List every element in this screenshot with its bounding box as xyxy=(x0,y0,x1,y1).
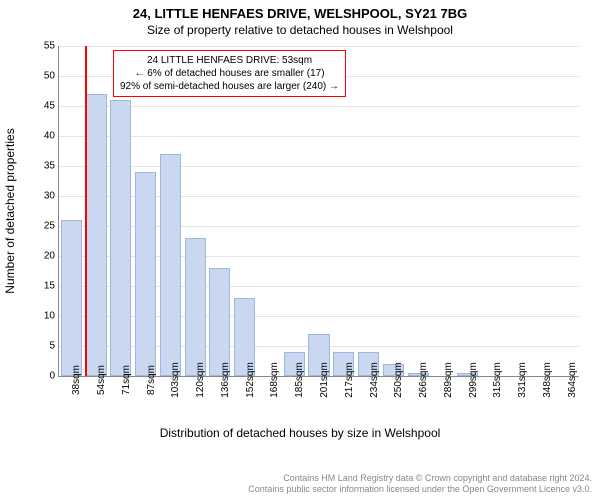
x-tick: 364sqm xyxy=(567,362,578,398)
x-axis-label: Distribution of detached houses by size … xyxy=(0,426,600,440)
bar xyxy=(160,154,181,376)
x-tick: 54sqm xyxy=(96,365,107,395)
gridline xyxy=(59,106,579,107)
y-tick: 55 xyxy=(31,41,59,52)
y-tick: 45 xyxy=(31,101,59,112)
x-tick: 331sqm xyxy=(517,362,528,398)
bar xyxy=(61,220,82,376)
x-tick: 152sqm xyxy=(245,362,256,398)
x-tick: 136sqm xyxy=(220,362,231,398)
y-tick: 40 xyxy=(31,131,59,142)
bar xyxy=(86,94,107,376)
bar xyxy=(135,172,156,376)
chart-subtitle: Size of property relative to detached ho… xyxy=(0,21,600,37)
marker-line xyxy=(85,46,87,376)
x-tick: 315sqm xyxy=(492,362,503,398)
y-tick: 35 xyxy=(31,161,59,172)
bar xyxy=(110,100,131,376)
bar xyxy=(209,268,230,376)
y-tick: 50 xyxy=(31,71,59,82)
callout-line: ← 6% of detached houses are smaller (17) xyxy=(120,67,339,80)
x-tick: 299sqm xyxy=(468,362,479,398)
gridline xyxy=(59,166,579,167)
x-tick: 234sqm xyxy=(369,362,380,398)
x-tick: 250sqm xyxy=(393,362,404,398)
gridline xyxy=(59,46,579,47)
x-tick: 348sqm xyxy=(542,362,553,398)
y-tick: 15 xyxy=(31,281,59,292)
y-tick: 5 xyxy=(31,341,59,352)
x-tick: 87sqm xyxy=(146,365,157,395)
callout-box: 24 LITTLE HENFAES DRIVE: 53sqm← 6% of de… xyxy=(113,50,346,97)
y-tick: 20 xyxy=(31,251,59,262)
y-tick: 30 xyxy=(31,191,59,202)
x-tick: 168sqm xyxy=(269,362,280,398)
footer-line-2: Contains public sector information licen… xyxy=(248,484,592,496)
plot-area: 051015202530354045505538sqm54sqm71sqm87s… xyxy=(58,46,579,377)
x-tick: 217sqm xyxy=(344,362,355,398)
x-tick: 185sqm xyxy=(294,362,305,398)
y-tick: 0 xyxy=(31,371,59,382)
x-tick: 201sqm xyxy=(319,362,330,398)
x-tick: 71sqm xyxy=(121,365,132,395)
chart-container: 24, LITTLE HENFAES DRIVE, WELSHPOOL, SY2… xyxy=(0,0,600,500)
y-tick: 10 xyxy=(31,311,59,322)
x-tick: 266sqm xyxy=(418,362,429,398)
gridline xyxy=(59,136,579,137)
y-tick: 25 xyxy=(31,221,59,232)
chart-title: 24, LITTLE HENFAES DRIVE, WELSHPOOL, SY2… xyxy=(0,0,600,21)
x-tick: 289sqm xyxy=(443,362,454,398)
x-tick: 103sqm xyxy=(170,362,181,398)
footer-attribution: Contains HM Land Registry data © Crown c… xyxy=(248,473,592,496)
bar xyxy=(185,238,206,376)
x-tick: 120sqm xyxy=(195,362,206,398)
callout-line: 24 LITTLE HENFAES DRIVE: 53sqm xyxy=(120,54,339,67)
y-axis-label: Number of detached properties xyxy=(3,128,17,293)
x-tick: 38sqm xyxy=(71,365,82,395)
footer-line-1: Contains HM Land Registry data © Crown c… xyxy=(248,473,592,485)
callout-line: 92% of semi-detached houses are larger (… xyxy=(120,80,339,93)
